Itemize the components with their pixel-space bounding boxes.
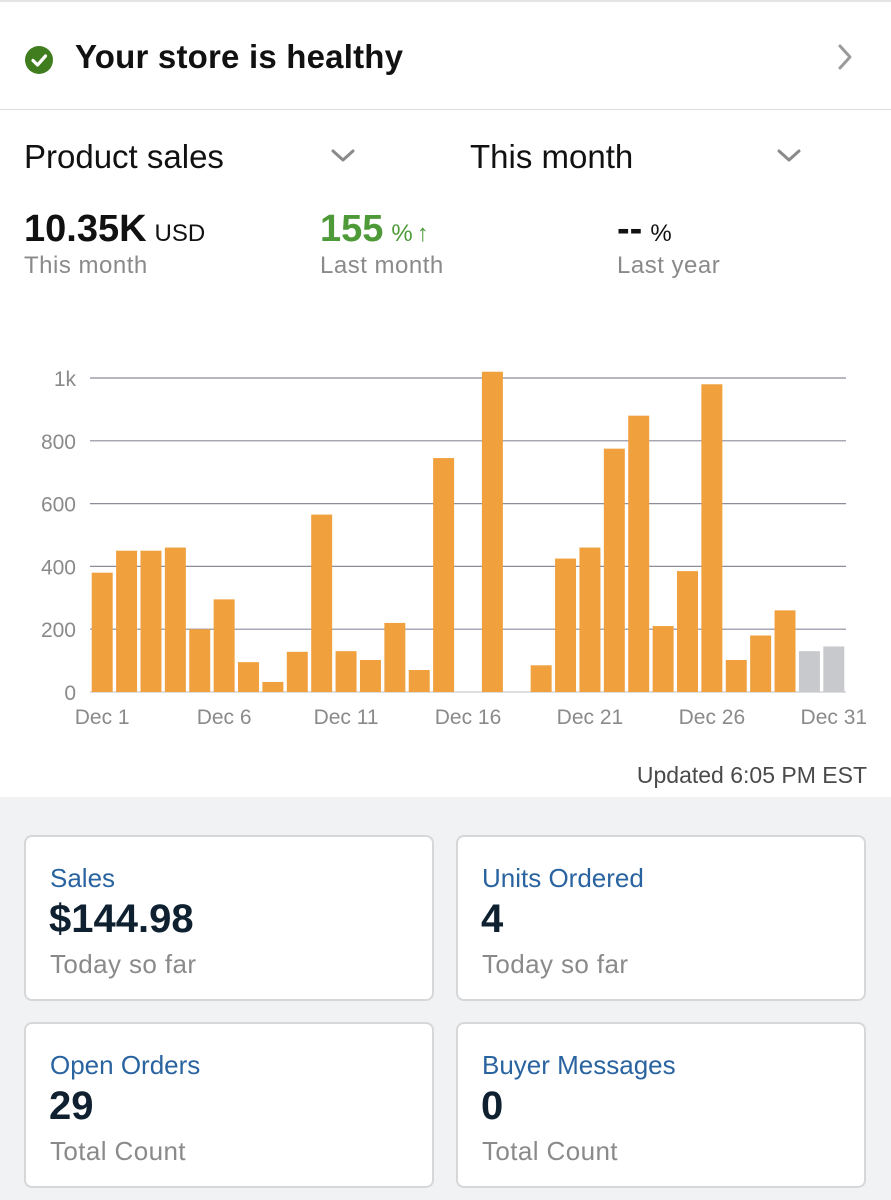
store-health-banner[interactable]: Your store is healthy	[0, 0, 891, 110]
card-title: Units Ordered	[482, 863, 644, 893]
card-value: 4	[481, 897, 504, 941]
y-tick-label: 400	[41, 556, 76, 579]
bar	[359, 659, 381, 692]
updated-timestamp: Updated 6:05 PM EST	[636, 762, 867, 788]
current-sales-label: This month	[24, 252, 148, 279]
bar	[164, 547, 186, 692]
y-tick-label: 0	[64, 682, 76, 705]
bar	[384, 622, 406, 692]
chevron-down-icon	[330, 146, 356, 171]
last-month-change: 155% ↑	[320, 208, 429, 250]
bar	[701, 384, 723, 692]
bar	[481, 371, 503, 692]
store-health-title: Your store is healthy	[75, 38, 404, 75]
bar	[91, 572, 113, 692]
bar	[750, 635, 772, 692]
current-sales-value: 10.35K USD	[24, 208, 206, 250]
open-orders-card[interactable]: Open Orders 29 Total Count	[24, 1022, 434, 1188]
metric-selector-label: Product sales	[24, 138, 224, 175]
bar	[676, 571, 698, 692]
bar	[555, 558, 577, 692]
arrow-up-icon: ↑	[416, 220, 429, 247]
sales-card[interactable]: Sales $144.98 Today so far	[24, 835, 434, 1001]
card-subtitle: Today so far	[482, 949, 629, 979]
card-value: $144.98	[49, 897, 194, 941]
bar	[286, 651, 308, 692]
bar	[408, 670, 430, 692]
card-subtitle: Today so far	[50, 949, 197, 979]
bar	[140, 550, 162, 692]
y-tick-label: 600	[41, 494, 76, 517]
units-ordered-card[interactable]: Units Ordered 4 Today so far	[456, 835, 866, 1001]
card-title: Open Orders	[50, 1050, 201, 1080]
bar	[262, 681, 284, 692]
bar	[433, 458, 455, 692]
card-subtitle: Total Count	[482, 1136, 618, 1166]
chevron-right-icon[interactable]	[834, 42, 856, 77]
last-year-change: --%	[617, 208, 672, 250]
card-value: 0	[481, 1084, 504, 1128]
bar	[335, 651, 357, 692]
bar	[823, 646, 845, 692]
last-year-label: Last year	[617, 252, 721, 279]
x-tick-label: Dec 31	[801, 706, 868, 729]
bar	[603, 448, 625, 692]
card-subtitle: Total Count	[50, 1136, 186, 1166]
bar	[628, 415, 650, 692]
y-tick-label: 200	[41, 619, 76, 642]
bar	[774, 610, 796, 692]
check-circle-icon	[25, 46, 53, 74]
bar	[579, 547, 601, 692]
x-tick-label: Dec 26	[679, 706, 746, 729]
bar	[798, 651, 820, 692]
x-tick-label: Dec 21	[557, 706, 624, 729]
x-tick-label: Dec 1	[75, 706, 130, 729]
bar	[189, 629, 211, 692]
bar	[652, 626, 674, 692]
last-month-label: Last month	[320, 252, 444, 279]
bar	[530, 665, 552, 692]
y-tick-label: 1k	[54, 368, 77, 391]
bar	[213, 599, 235, 692]
card-title: Sales	[50, 863, 116, 893]
sales-bar-chart: 0 200 400 600 800 1k Dec 1 Dec 6 Dec 11 Dec 16 Dec…	[41, 368, 868, 729]
period-selector-label: This month	[470, 138, 634, 175]
bar	[116, 550, 138, 692]
x-tick-label: Dec 6	[197, 706, 252, 729]
summary-cards-area: Sales $144.98 Today so far Units Ordered…	[0, 797, 891, 1200]
bar	[725, 659, 747, 692]
y-tick-label: 800	[41, 431, 76, 454]
buyer-messages-card[interactable]: Buyer Messages 0 Total Count	[456, 1022, 866, 1188]
bar	[311, 514, 333, 692]
chevron-down-icon	[776, 146, 802, 171]
bar	[238, 662, 260, 692]
card-title: Buyer Messages	[482, 1050, 676, 1080]
x-tick-label: Dec 16	[435, 706, 502, 729]
x-tick-label: Dec 11	[314, 706, 379, 729]
card-value: 29	[49, 1084, 94, 1128]
